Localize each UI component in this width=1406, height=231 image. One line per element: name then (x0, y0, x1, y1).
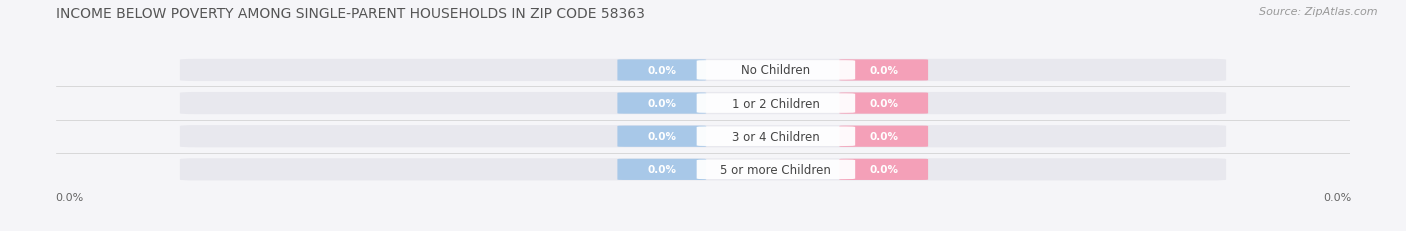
Text: 1 or 2 Children: 1 or 2 Children (733, 97, 820, 110)
Text: 0.0%: 0.0% (869, 132, 898, 142)
FancyBboxPatch shape (180, 60, 1226, 82)
FancyBboxPatch shape (617, 159, 706, 180)
FancyBboxPatch shape (696, 61, 855, 80)
Text: 0.0%: 0.0% (869, 66, 898, 76)
Text: 0.0%: 0.0% (647, 132, 676, 142)
Text: 0.0%: 0.0% (869, 165, 898, 175)
FancyBboxPatch shape (617, 93, 706, 114)
Text: Source: ZipAtlas.com: Source: ZipAtlas.com (1260, 7, 1378, 17)
FancyBboxPatch shape (617, 126, 706, 147)
Text: 5 or more Children: 5 or more Children (720, 163, 831, 176)
FancyBboxPatch shape (696, 160, 855, 179)
FancyBboxPatch shape (839, 60, 928, 81)
FancyBboxPatch shape (839, 126, 928, 147)
FancyBboxPatch shape (180, 158, 1226, 181)
Text: 0.0%: 0.0% (647, 66, 676, 76)
Text: INCOME BELOW POVERTY AMONG SINGLE-PARENT HOUSEHOLDS IN ZIP CODE 58363: INCOME BELOW POVERTY AMONG SINGLE-PARENT… (56, 7, 645, 21)
Text: 0.0%: 0.0% (647, 165, 676, 175)
Text: 0.0%: 0.0% (647, 99, 676, 109)
FancyBboxPatch shape (839, 93, 928, 114)
Text: 3 or 4 Children: 3 or 4 Children (733, 130, 820, 143)
FancyBboxPatch shape (180, 93, 1226, 115)
FancyBboxPatch shape (617, 60, 706, 81)
Text: No Children: No Children (741, 64, 810, 77)
FancyBboxPatch shape (180, 126, 1226, 148)
FancyBboxPatch shape (839, 159, 928, 180)
Text: 0.0%: 0.0% (869, 99, 898, 109)
FancyBboxPatch shape (696, 127, 855, 146)
FancyBboxPatch shape (696, 94, 855, 113)
